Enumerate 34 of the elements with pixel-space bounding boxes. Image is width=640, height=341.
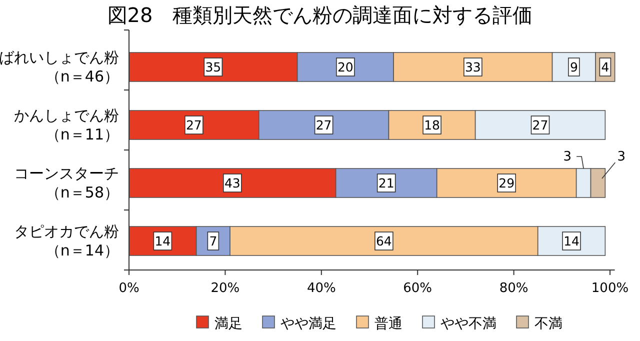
data-label: 43	[224, 176, 240, 190]
data-label: 64	[376, 234, 392, 248]
data-label: 7	[209, 234, 218, 248]
x-tick-label: 80%	[499, 281, 528, 296]
legend-label: 満足	[214, 316, 242, 332]
y-tick-label: タピオカでん粉（n＝14）	[14, 222, 119, 260]
legend-label: 普通	[374, 315, 402, 332]
data-label: 35	[205, 60, 222, 74]
y-tick-label: コーンスターチ（n＝58）	[14, 164, 119, 202]
y-tick-label: ばれいしょでん粉（n＝46）	[0, 48, 119, 86]
legend-label: 不満	[534, 316, 562, 332]
data-label: 4	[601, 60, 610, 74]
data-label: 9	[570, 60, 578, 74]
data-label: 3	[563, 150, 572, 164]
legend-label: やや満足	[280, 316, 336, 332]
x-tick-label: 0%	[118, 281, 140, 296]
chart-title: 図28 種類別天然でん粉の調達面に対する評価	[107, 3, 533, 27]
data-label: 27	[316, 118, 332, 132]
data-label: 3	[617, 150, 626, 164]
data-label: 27	[186, 118, 202, 132]
data-label: 33	[464, 60, 481, 74]
data-label: 18	[424, 118, 440, 132]
x-tick-label: 60%	[403, 281, 432, 296]
data-label: 29	[498, 176, 515, 190]
x-tick-label: 100%	[591, 281, 629, 296]
x-tick-label: 20%	[210, 281, 240, 296]
data-label: 14	[154, 234, 171, 248]
y-tick-label: かんしょでん粉（n＝11）	[14, 106, 119, 144]
x-tick-label: 40%	[306, 281, 336, 296]
data-label: 14	[564, 234, 580, 248]
data-label: 20	[337, 60, 354, 74]
data-label: 27	[532, 118, 548, 132]
data-label: 21	[378, 176, 394, 190]
legend-label: やや不満	[440, 316, 496, 332]
